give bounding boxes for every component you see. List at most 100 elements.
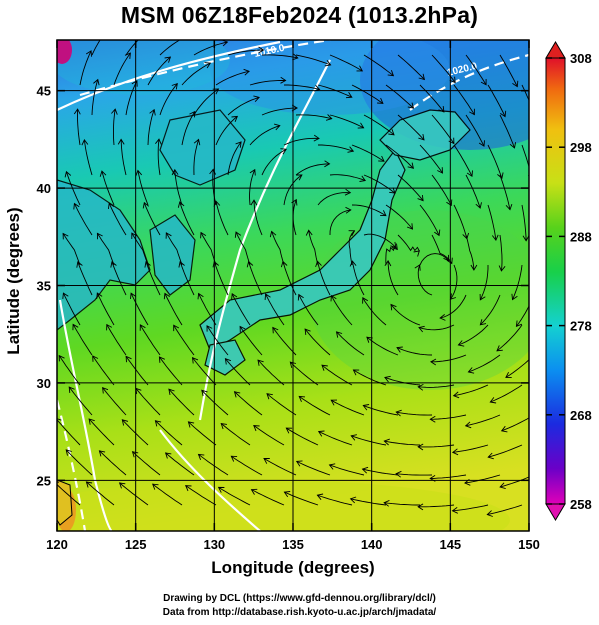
colorbar-tick-label: 288 xyxy=(570,229,592,244)
streamline-arrowhead xyxy=(451,507,458,514)
streamline-arrowhead xyxy=(272,326,279,334)
streamline-arrowhead xyxy=(173,324,180,332)
streamline-arrowhead xyxy=(65,449,72,456)
y-tick-label: 35 xyxy=(37,279,51,294)
streamline xyxy=(351,261,365,296)
streamline-arrowhead xyxy=(217,486,225,493)
streamline xyxy=(453,84,475,115)
streamline-arrowhead xyxy=(200,231,207,239)
streamline xyxy=(419,204,440,236)
streamline-arrowhead xyxy=(81,139,89,146)
streamline xyxy=(132,451,161,476)
streamline xyxy=(363,174,396,194)
streamline xyxy=(58,355,81,386)
streamline xyxy=(65,449,93,476)
credit-drawing: Drawing by DCL (https://www.gfd-dennou.o… xyxy=(163,593,436,604)
streamline xyxy=(284,84,320,90)
streamline xyxy=(131,232,149,266)
streamline-arrowhead xyxy=(383,499,390,507)
streamline xyxy=(165,452,195,476)
streamline xyxy=(330,399,365,416)
streamline-arrowhead xyxy=(164,56,172,63)
streamline xyxy=(351,204,387,216)
streamline xyxy=(397,234,420,252)
streamline-arrowhead xyxy=(291,104,298,112)
streamline-arrowhead xyxy=(93,78,100,86)
streamline-arrowhead xyxy=(155,138,162,145)
streamline xyxy=(135,388,161,416)
colorbar-tick-label: 308 xyxy=(570,51,592,66)
streamline xyxy=(452,504,489,512)
streamline-arrowhead xyxy=(466,170,473,177)
streamline xyxy=(152,483,183,506)
streamline xyxy=(505,359,529,378)
streamline xyxy=(125,356,149,386)
streamline-arrowhead xyxy=(324,160,331,168)
streamline-arrowhead xyxy=(197,453,205,460)
streamline-arrowhead xyxy=(121,419,129,426)
streamline xyxy=(298,294,319,326)
streamline-arrowhead xyxy=(99,170,107,177)
temperature-field: 1010.0 1020.0 xyxy=(57,25,538,531)
streamline xyxy=(179,201,195,236)
colorbar-tick-label: 278 xyxy=(570,319,592,334)
streamline xyxy=(145,261,161,296)
streamline-arrowhead xyxy=(125,355,132,363)
streamline-arrowhead xyxy=(197,292,204,300)
streamline xyxy=(266,393,297,416)
streamline-arrowhead xyxy=(317,430,325,437)
streamline-arrowhead xyxy=(361,466,369,474)
streamline xyxy=(298,396,331,416)
streamline-arrowhead xyxy=(239,325,246,333)
streamline-arrowhead xyxy=(478,140,485,147)
streamline-arrowhead xyxy=(171,168,179,176)
streamline xyxy=(479,294,501,326)
streamline xyxy=(397,54,425,80)
streamline-arrowhead xyxy=(263,458,270,464)
streamline-arrowhead xyxy=(273,123,281,131)
streamline-arrowhead xyxy=(62,292,69,299)
streamline-arrowhead xyxy=(243,68,250,76)
streamline-arrowhead xyxy=(315,260,322,268)
streamline-arrowhead xyxy=(295,460,303,467)
streamline-arrowhead xyxy=(345,92,353,99)
streamline-arrowhead xyxy=(152,483,159,490)
streamline xyxy=(119,482,149,506)
streamline-arrowhead xyxy=(106,25,112,31)
streamline xyxy=(248,261,263,296)
streamline xyxy=(165,232,183,266)
streamline-arrowhead xyxy=(296,174,303,181)
streamline-arrowhead xyxy=(168,388,175,395)
streamline-arrowhead xyxy=(111,108,118,115)
colorbar-tick-label: 298 xyxy=(570,140,592,155)
streamline-arrowhead xyxy=(362,297,369,304)
streamline-arrowhead xyxy=(88,418,95,425)
streamline-arrowhead xyxy=(250,199,258,206)
streamline-arrowhead xyxy=(532,112,538,118)
streamline-arrowhead xyxy=(177,201,185,208)
streamline xyxy=(418,384,455,388)
streamline-arrowhead xyxy=(498,265,506,272)
streamline xyxy=(225,358,251,386)
streamline-arrowhead xyxy=(258,46,265,54)
streamline xyxy=(193,88,219,116)
streamline xyxy=(215,201,229,236)
streamline-arrowhead xyxy=(57,418,62,425)
streamline-arrowhead xyxy=(383,438,390,446)
streamline xyxy=(206,325,229,356)
streamline-arrowhead xyxy=(292,53,299,61)
streamline-arrowhead xyxy=(500,425,508,433)
streamline xyxy=(147,109,155,146)
x-tick-label: 120 xyxy=(46,537,68,552)
streamline xyxy=(468,354,501,373)
streamline-arrowhead xyxy=(264,293,271,300)
streamline xyxy=(91,40,101,56)
streamline-arrowhead xyxy=(280,260,288,268)
streamline xyxy=(249,125,280,146)
streamline xyxy=(384,376,421,386)
y-tick-label: 45 xyxy=(37,84,51,99)
credit-data-source: Data from http://database.rish.kyoto-u.a… xyxy=(162,607,437,618)
streamline-arrowhead xyxy=(387,70,395,77)
streamline-arrowhead xyxy=(165,232,172,239)
streamline-arrowhead xyxy=(464,421,472,429)
